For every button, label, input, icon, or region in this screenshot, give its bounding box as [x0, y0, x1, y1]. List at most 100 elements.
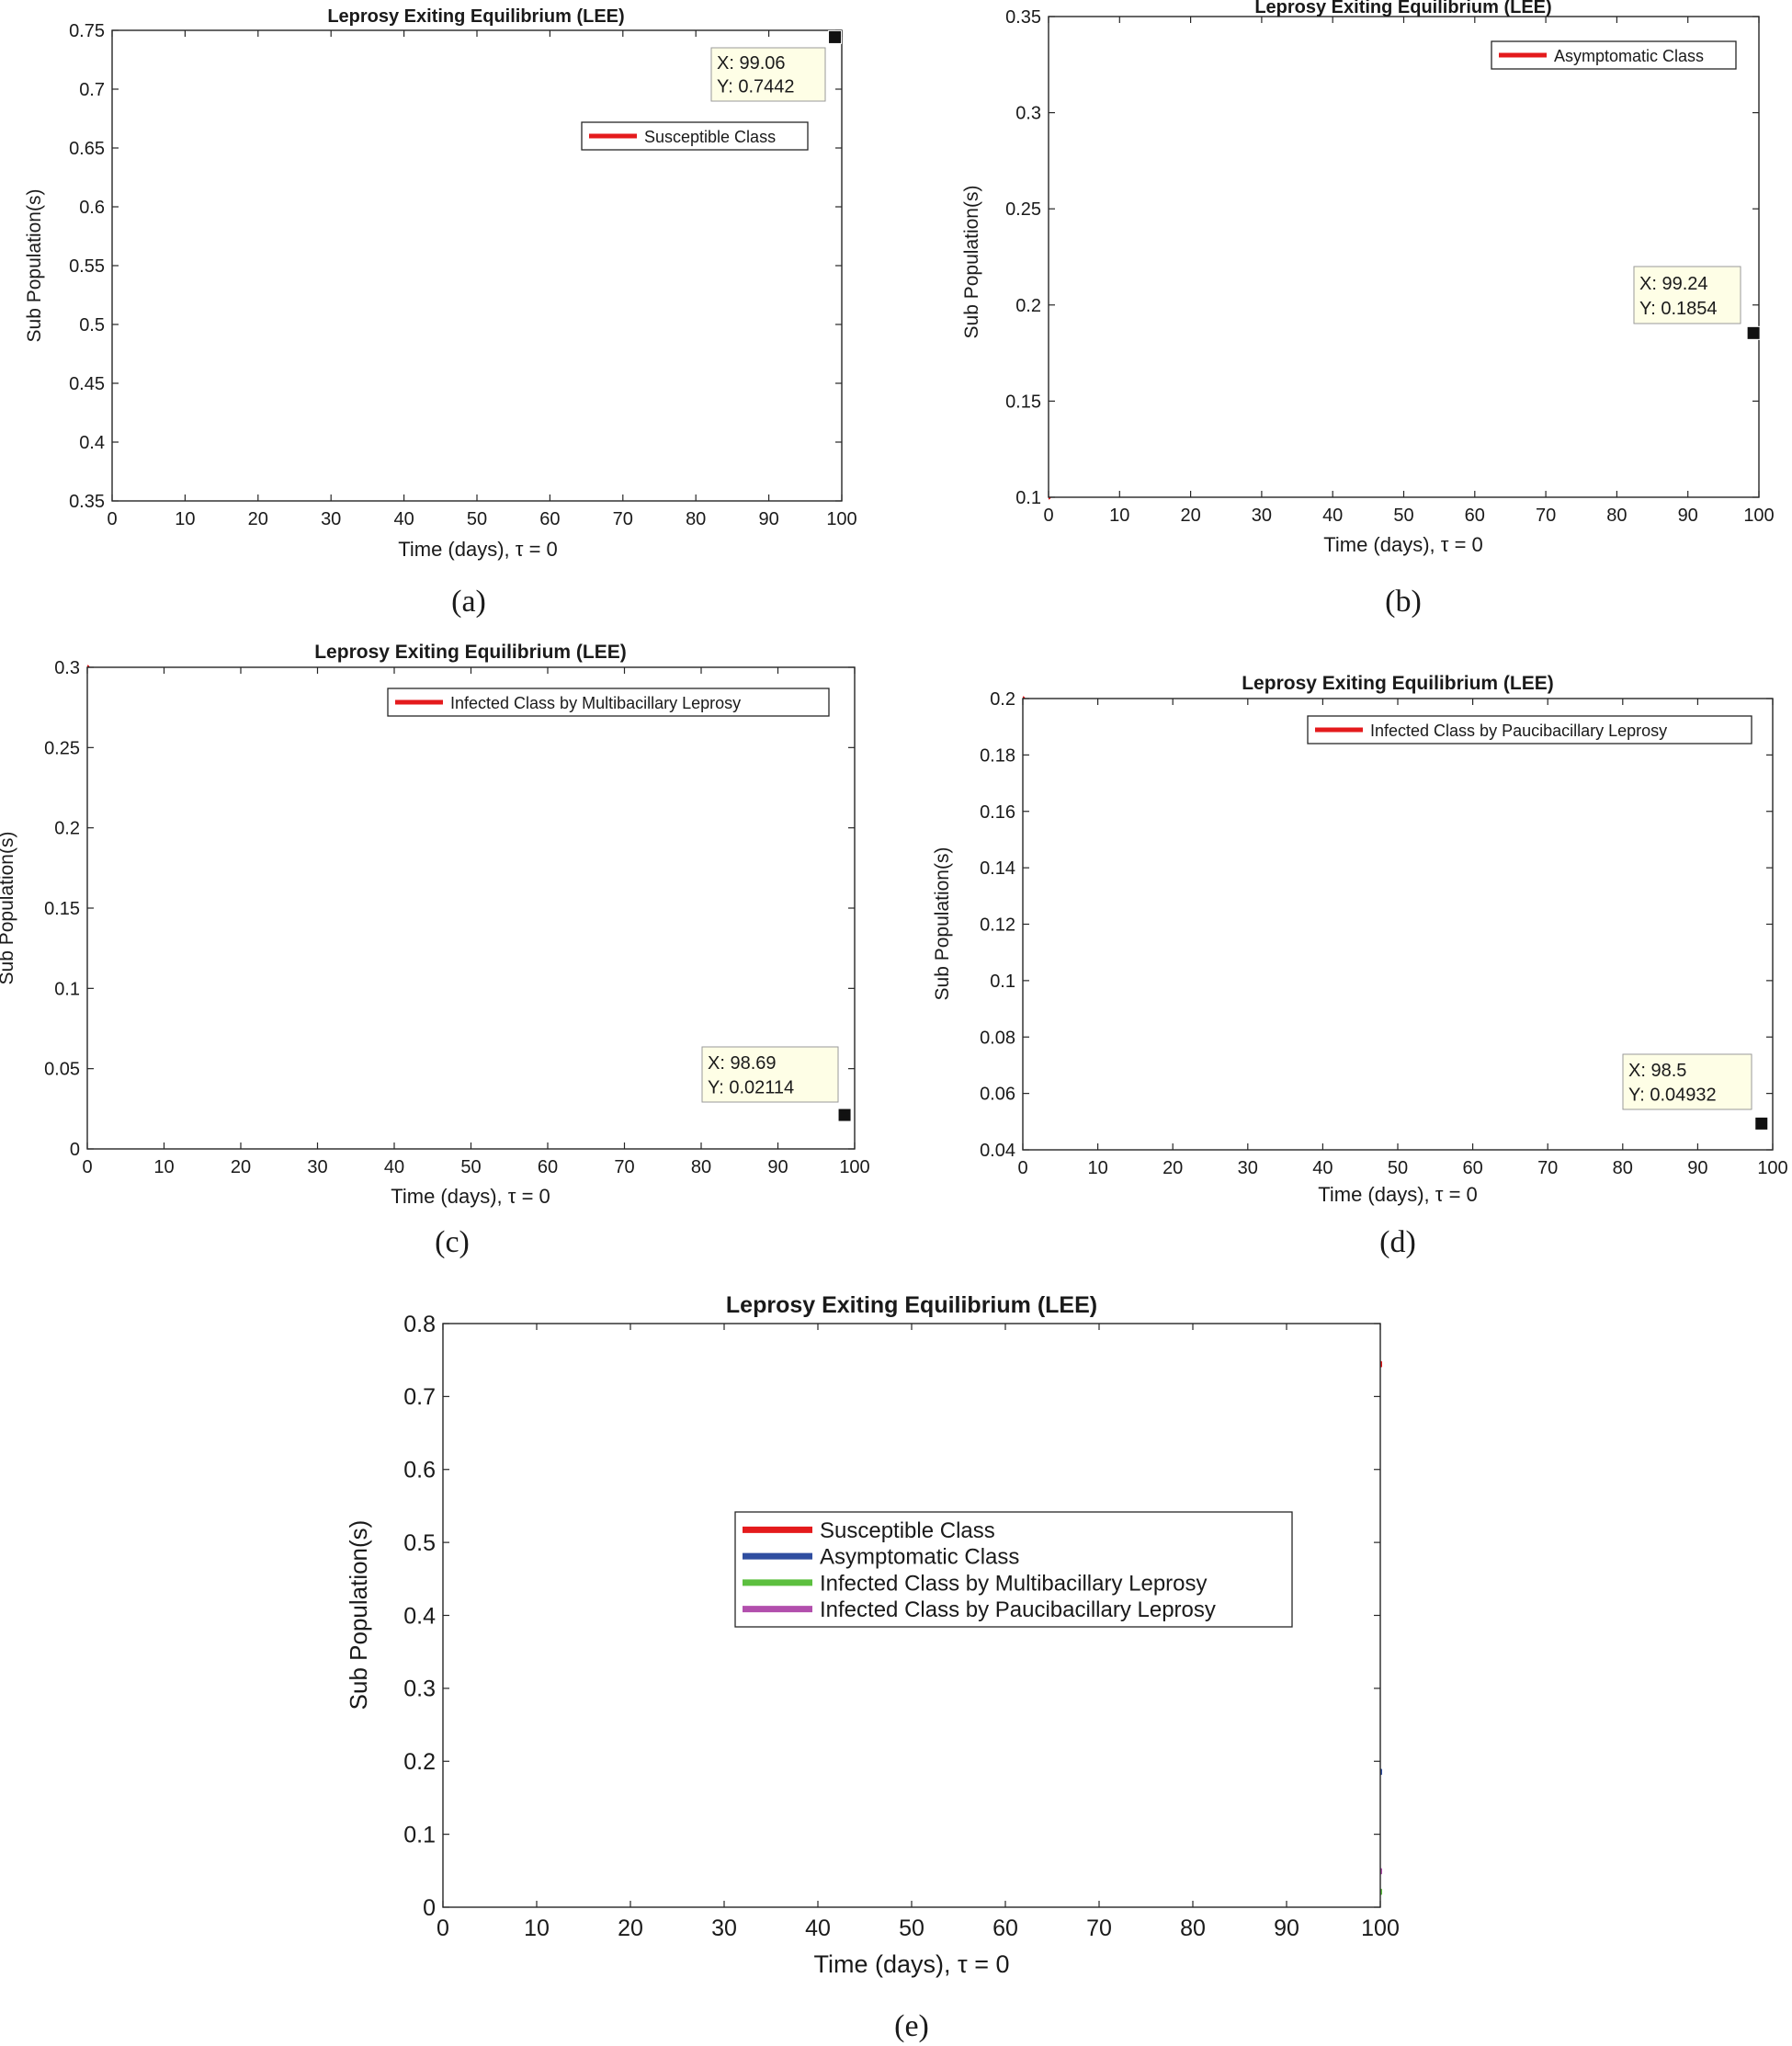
- data-tip-marker[interactable]: [837, 1108, 852, 1122]
- chart-title: Leprosy Exiting Equilibrium (LEE): [1242, 673, 1554, 694]
- y-axis-label: Sub Population(s): [961, 186, 982, 339]
- y-axis-label: Sub Population(s): [24, 189, 45, 343]
- x-tick-label: 60: [992, 1915, 1018, 1941]
- x-tick-label: 90: [1274, 1915, 1299, 1941]
- legend-entry: Susceptible Class: [820, 1518, 995, 1543]
- x-tick-label: 90: [758, 509, 778, 529]
- x-tick-label: 10: [153, 1157, 174, 1177]
- data-tip: X: 98.5 Y: 0.04932: [1622, 1053, 1769, 1131]
- legend-box: [1307, 715, 1752, 745]
- y-tick-label: 0.65: [69, 139, 105, 159]
- x-tick-label: 80: [1606, 506, 1627, 526]
- x-tick-label: 30: [711, 1915, 737, 1941]
- y-tick-label: 0.3: [1015, 104, 1041, 124]
- y-tick-label: 0.5: [403, 1530, 436, 1556]
- y-tick-label: 0.6: [403, 1458, 436, 1483]
- x-tick-label: 70: [1536, 506, 1556, 526]
- x-tick-label: 10: [524, 1915, 550, 1941]
- y-tick-label: 0.05: [44, 1060, 80, 1080]
- y-tick-label: 0.1: [54, 979, 80, 999]
- data-tip-y: Y: 0.7442: [717, 77, 795, 97]
- x-tick-label: 0: [1043, 506, 1053, 526]
- x-tick-label: 30: [321, 509, 341, 529]
- data-tip-x: X: 98.5: [1628, 1061, 1686, 1081]
- legend-box: [734, 1511, 1293, 1628]
- y-tick-label: 0.6: [79, 198, 105, 218]
- legend: Susceptible Class: [581, 121, 809, 151]
- x-axis-label: Time (days), τ = 0: [1323, 533, 1483, 556]
- x-tick-label: 80: [686, 509, 706, 529]
- legend-entry: Susceptible Class: [644, 128, 776, 146]
- x-tick-label: 70: [614, 1157, 634, 1177]
- chart-title: Leprosy Exiting Equilibrium (LEE): [1254, 0, 1551, 17]
- data-tip: X: 99.24 Y: 0.1854: [1633, 266, 1761, 340]
- x-tick-label: 40: [1312, 1158, 1333, 1178]
- y-tick-label: 0.1: [403, 1822, 436, 1847]
- x-tick-label: 0: [437, 1915, 449, 1941]
- legend-entry: Infected Class by Multibacillary Leprosy: [450, 694, 741, 712]
- legend-entry: Asymptomatic Class: [820, 1545, 1019, 1570]
- x-tick-label: 10: [175, 509, 195, 529]
- y-tick-label: 0.04: [980, 1141, 1015, 1161]
- y-tick-label: 0.1: [990, 972, 1015, 992]
- y-tick-label: 0.18: [980, 745, 1015, 766]
- data-tip-y: Y: 0.1854: [1639, 299, 1718, 319]
- y-axis-label: Sub Population(s): [0, 832, 17, 985]
- y-tick-label: 0.35: [1005, 7, 1041, 28]
- x-tick-label: 50: [1393, 506, 1413, 526]
- y-tick-label: 0.4: [79, 433, 105, 453]
- x-tick-label: 50: [467, 509, 487, 529]
- data-tip-box: [1633, 266, 1741, 324]
- x-tick-label: 20: [248, 509, 268, 529]
- x-tick-label: 100: [1361, 1915, 1400, 1941]
- y-tick-label: 0.25: [1005, 199, 1041, 220]
- chart-title: Leprosy Exiting Equilibrium (LEE): [327, 6, 624, 27]
- x-tick-label: 80: [1613, 1158, 1633, 1178]
- x-tick-label: 40: [1322, 506, 1343, 526]
- legend: Asymptomatic Class: [1491, 40, 1737, 70]
- panel-caption: (c): [435, 1225, 470, 1259]
- x-tick-label: 70: [1086, 1915, 1112, 1941]
- x-tick-label: 50: [460, 1157, 481, 1177]
- x-tick-label: 20: [231, 1157, 251, 1177]
- data-tip-box: [1622, 1053, 1752, 1110]
- x-tick-label: 40: [384, 1157, 404, 1177]
- x-tick-label: 50: [1388, 1158, 1408, 1178]
- x-tick-label: 80: [691, 1157, 711, 1177]
- data-tip-marker[interactable]: [1754, 1116, 1769, 1131]
- x-tick-label: 50: [899, 1915, 924, 1941]
- y-axis-label: Sub Population(s): [932, 847, 953, 1001]
- x-tick-label: 60: [1462, 1158, 1482, 1178]
- x-tick-label: 100: [1743, 506, 1774, 526]
- data-tip-marker[interactable]: [828, 29, 843, 44]
- x-tick-label: 60: [538, 1157, 558, 1177]
- plot-frame: [111, 29, 843, 502]
- data-tip: X: 98.69 Y: 0.02114: [701, 1046, 852, 1122]
- x-tick-label: 10: [1109, 506, 1129, 526]
- x-tick-label: 40: [805, 1915, 831, 1941]
- data-tip-x: X: 98.69: [708, 1053, 777, 1074]
- y-tick-label: 0.5: [79, 315, 105, 335]
- legend-entry: Infected Class by Multibacillary Leprosy: [820, 1571, 1208, 1596]
- y-tick-label: 0.06: [980, 1085, 1015, 1105]
- panel-caption: (e): [894, 2009, 929, 2043]
- chart-title: Leprosy Exiting Equilibrium (LEE): [314, 642, 627, 663]
- x-tick-label: 70: [613, 509, 633, 529]
- y-tick-label: 0.4: [403, 1603, 436, 1629]
- data-tip-marker[interactable]: [1746, 325, 1761, 340]
- x-tick-label: 60: [539, 509, 560, 529]
- y-tick-label: 0.25: [44, 738, 80, 758]
- x-tick-label: 100: [1757, 1158, 1787, 1178]
- panel-caption: (a): [451, 585, 486, 619]
- panel-caption: (b): [1385, 585, 1422, 619]
- x-tick-label: 30: [1252, 506, 1272, 526]
- x-axis-label: Time (days), τ = 0: [398, 538, 558, 561]
- y-tick-label: 0.1: [1015, 488, 1041, 508]
- x-tick-label: 100: [826, 509, 856, 529]
- x-axis-label: Time (days), τ = 0: [391, 1185, 550, 1208]
- y-tick-label: 0.35: [69, 492, 105, 512]
- chart-panel-a: 0 10 20 30 40 50 60 70 80 90 100 0.35 0.4 0.45 0.5 0.55…: [24, 6, 857, 619]
- x-tick-label: 20: [1163, 1158, 1183, 1178]
- chart-panel-d: 0 10 20 30 40 50 60 70 80 90 100 0.04 0.06 0.08 0.1 0.1…: [932, 673, 1788, 1259]
